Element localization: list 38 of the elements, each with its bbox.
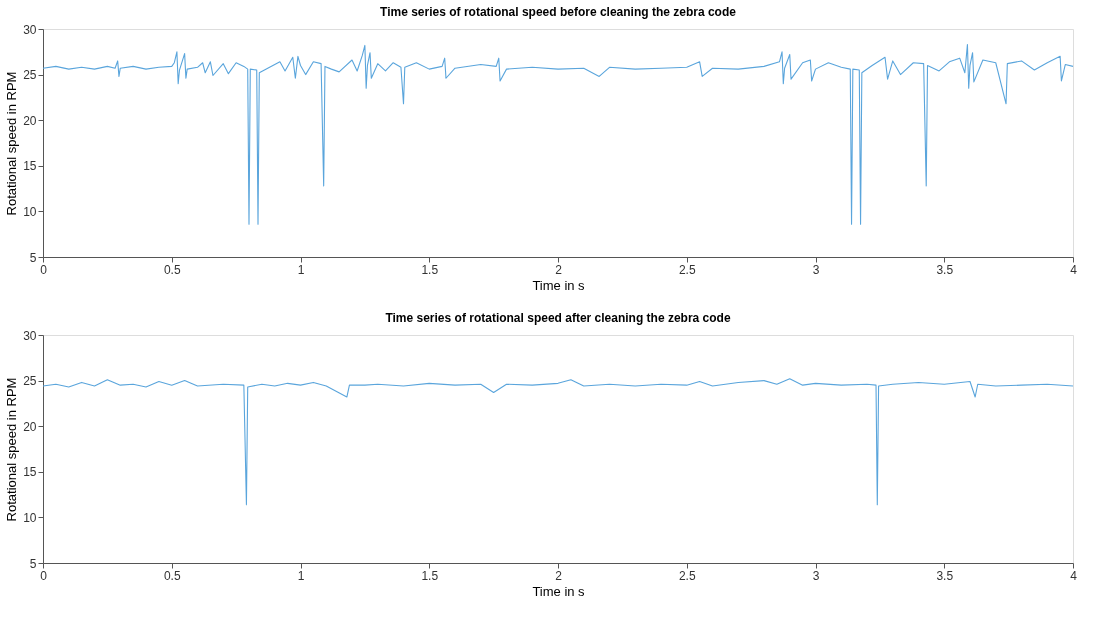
y-tick-label: 10 — [23, 204, 37, 219]
x-tick-label: 4 — [1070, 262, 1078, 277]
x-tick-label: 1.5 — [421, 568, 439, 583]
x-tick-label: 3 — [812, 568, 820, 583]
line-series — [42, 43, 1074, 225]
y-tick-label: 30 — [23, 22, 37, 37]
y-tick-label: 5 — [29, 250, 37, 265]
y-tick-label: 15 — [23, 159, 37, 174]
x-tick-label: 2.5 — [678, 568, 696, 583]
y-tick-label: 25 — [23, 374, 37, 389]
x-tick-label: 0 — [40, 262, 48, 277]
x-tick-label: 3.5 — [936, 262, 954, 277]
x-tick-label: 4 — [1070, 568, 1078, 583]
y-axis-title: Rotational speed in RPM — [4, 377, 20, 522]
y-tick-label: 30 — [23, 328, 37, 343]
y-tick-label: 25 — [23, 68, 37, 83]
x-tick-label: 2 — [555, 568, 563, 583]
y-tick-label: 20 — [23, 419, 37, 434]
x-axis-title: Time in s — [532, 277, 586, 293]
y-tick-label: 5 — [29, 556, 37, 571]
x-tick-label: 2 — [555, 262, 563, 277]
x-tick-label: 1 — [297, 262, 305, 277]
y-tick-label: 20 — [23, 113, 37, 128]
x-tick-label: 1 — [297, 568, 305, 583]
line-series — [42, 378, 1074, 506]
x-tick-label: 2.5 — [678, 262, 696, 277]
y-tick-label: 15 — [23, 465, 37, 480]
chart-title: Time series of rotational speed before cleaning the zebra code — [380, 5, 737, 19]
x-tick-label: 3.5 — [936, 568, 954, 583]
x-axis-title: Time in s — [532, 583, 586, 599]
x-tick-label: 1.5 — [421, 262, 439, 277]
x-tick-label: 0.5 — [163, 262, 181, 277]
x-tick-label: 0.5 — [163, 568, 181, 583]
x-tick-label: 3 — [812, 262, 820, 277]
chart-title: Time series of rotational speed after cleaning the zebra code — [385, 311, 731, 325]
x-tick-label: 0 — [40, 568, 48, 583]
y-tick-label: 10 — [23, 510, 37, 525]
y-axis-title: Rotational speed in RPM — [4, 71, 20, 216]
